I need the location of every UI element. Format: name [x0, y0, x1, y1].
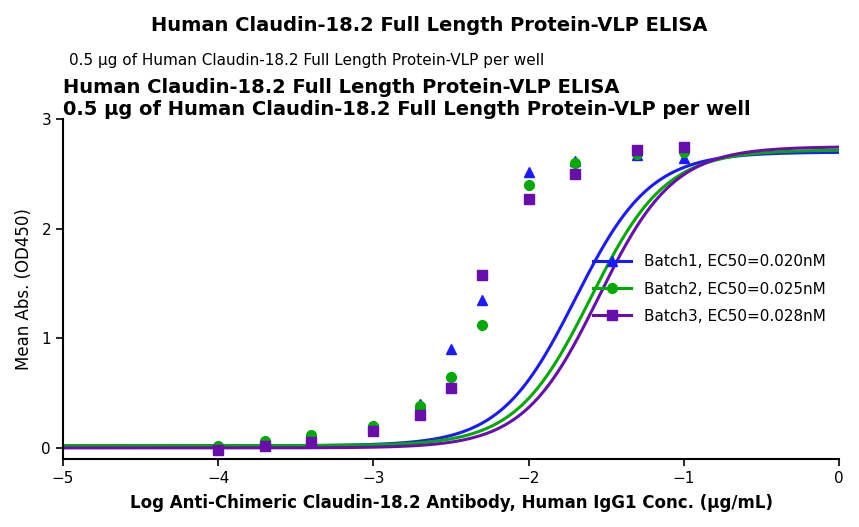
Text: Human Claudin-18.2 Full Length Protein-VLP ELISA
0.5 μg of Human Claudin-18.2 Fu: Human Claudin-18.2 Full Length Protein-V…	[63, 78, 751, 119]
Legend: Batch1, EC50=0.020nM, Batch2, EC50=0.025nM, Batch3, EC50=0.028nM: Batch1, EC50=0.020nM, Batch2, EC50=0.025…	[587, 248, 832, 330]
Text: 0.5 μg of Human Claudin-18.2 Full Length Protein-VLP per well: 0.5 μg of Human Claudin-18.2 Full Length…	[69, 53, 544, 67]
Y-axis label: Mean Abs. (OD450): Mean Abs. (OD450)	[15, 208, 33, 370]
Text: Human Claudin-18.2 Full Length Protein-VLP ELISA: Human Claudin-18.2 Full Length Protein-V…	[151, 16, 708, 35]
X-axis label: Log Anti-Chimeric Claudin-18.2 Antibody, Human IgG1 Conc. (μg/mL): Log Anti-Chimeric Claudin-18.2 Antibody,…	[130, 494, 772, 512]
